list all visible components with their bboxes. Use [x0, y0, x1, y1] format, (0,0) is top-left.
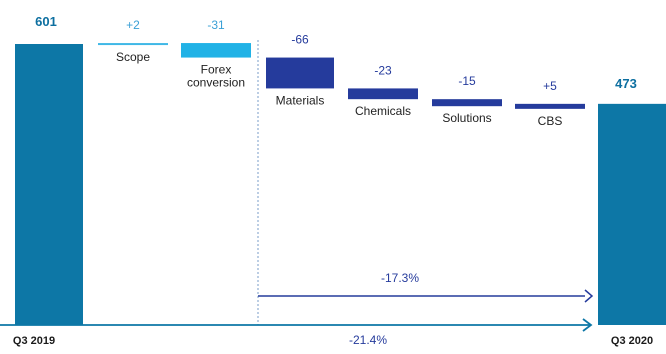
step-value-label-4: -23 [374, 63, 392, 77]
step-bar-forex-conversion [181, 43, 251, 58]
bars-layer [15, 43, 666, 325]
organic-change-annotation: -17.3% [381, 271, 419, 285]
annotation-layer [0, 40, 594, 332]
step-category-label-1: Scope [116, 50, 150, 64]
step-bar-materials [266, 57, 334, 89]
step-category-label-3: Materials [276, 93, 325, 107]
step-category-label-2-line-1: Forex [201, 63, 232, 77]
organic-change-arrowhead [584, 289, 594, 303]
step-value-label-3: -66 [291, 33, 309, 47]
end-total-bar [598, 103, 666, 325]
end-total-value-label: 473 [615, 76, 637, 91]
end-period-label: Q3 2020 [611, 335, 653, 347]
start-total-bar [15, 44, 83, 325]
step-value-label-1: +2 [126, 18, 140, 32]
total-change-annotation: -21.4% [349, 333, 387, 347]
total-change-arrowhead [582, 318, 593, 332]
step-value-label-2: -31 [207, 18, 225, 32]
start-period-label: Q3 2019 [13, 335, 55, 347]
step-category-label-5: Solutions [442, 111, 491, 125]
step-category-label-4: Chemicals [355, 104, 411, 118]
step-bar-chemicals [348, 88, 418, 100]
step-bar-cbs [515, 103, 585, 109]
step-category-label-2-line-2: conversion [187, 76, 245, 90]
step-bar-scope [98, 43, 168, 46]
start-total-value-label: 601 [35, 14, 57, 29]
step-category-label-6: CBS [538, 114, 563, 128]
step-value-label-6: +5 [543, 79, 557, 93]
step-bar-solutions [432, 99, 502, 107]
step-value-label-5: -15 [458, 74, 476, 88]
